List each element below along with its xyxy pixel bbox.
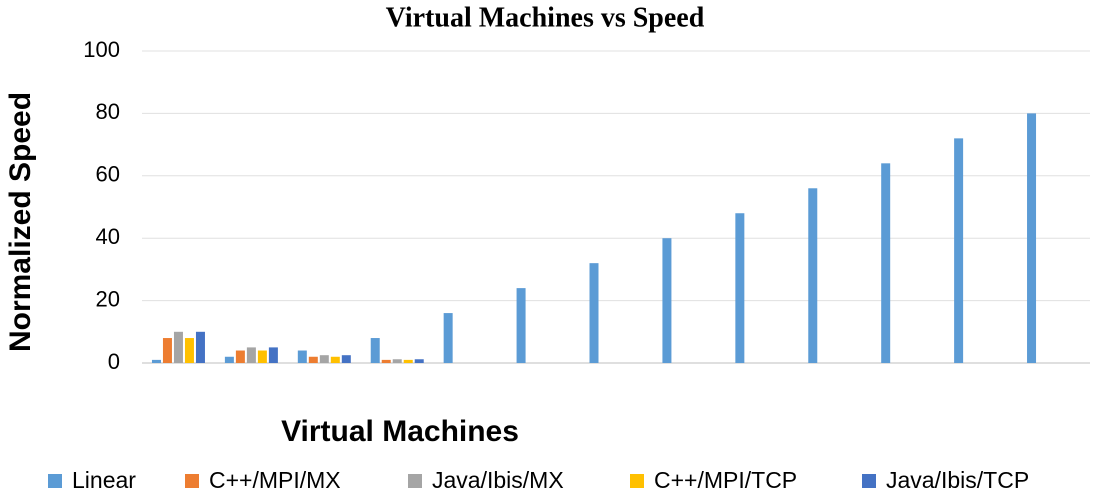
y-tick-label: 20 bbox=[96, 286, 120, 311]
bar bbox=[297, 350, 307, 363]
y-tick-label: 40 bbox=[96, 224, 120, 249]
legend-swatch bbox=[630, 474, 644, 488]
y-tick-label: 60 bbox=[96, 162, 120, 187]
bar bbox=[403, 359, 413, 363]
bar bbox=[341, 355, 351, 363]
y-tick-label: 0 bbox=[108, 349, 120, 374]
y-axis-title: Normalized Speed bbox=[4, 92, 37, 352]
bar bbox=[381, 359, 391, 363]
legend-label: C++/MPI/TCP bbox=[654, 467, 797, 493]
bar bbox=[184, 338, 194, 363]
legend-label: Java/Ibis/MX bbox=[432, 467, 564, 493]
bar bbox=[224, 356, 234, 363]
bar bbox=[319, 355, 329, 363]
bar bbox=[881, 163, 891, 363]
bar bbox=[516, 288, 526, 363]
chart-title: Virtual Machines vs Speed bbox=[386, 2, 705, 33]
bar bbox=[235, 350, 245, 363]
y-tick-label: 100 bbox=[83, 37, 120, 62]
bar bbox=[195, 331, 205, 363]
legend-swatch bbox=[185, 474, 199, 488]
bar bbox=[257, 350, 267, 363]
legend-label: Java/Ibis/TCP bbox=[886, 467, 1029, 493]
bar bbox=[392, 359, 402, 363]
bar bbox=[954, 138, 964, 363]
bar bbox=[173, 331, 183, 363]
bar bbox=[246, 347, 256, 363]
bar bbox=[308, 356, 318, 363]
bar bbox=[443, 313, 453, 363]
bar bbox=[268, 347, 278, 363]
legend-swatch bbox=[48, 474, 62, 488]
bar bbox=[662, 238, 672, 363]
bar bbox=[589, 263, 599, 363]
legend-label: C++/MPI/MX bbox=[209, 467, 341, 493]
bar bbox=[330, 356, 340, 363]
legend-swatch bbox=[408, 474, 422, 488]
bar bbox=[162, 338, 172, 363]
legend-label: Linear bbox=[72, 467, 136, 493]
bar bbox=[370, 338, 380, 363]
bar bbox=[1027, 113, 1037, 364]
bar bbox=[735, 213, 745, 363]
legend-swatch bbox=[862, 474, 876, 488]
x-axis-title: Virtual Machines bbox=[281, 415, 519, 448]
bar bbox=[808, 188, 818, 363]
y-tick-label: 80 bbox=[96, 99, 120, 124]
bar bbox=[151, 359, 161, 363]
bar bbox=[414, 359, 424, 363]
